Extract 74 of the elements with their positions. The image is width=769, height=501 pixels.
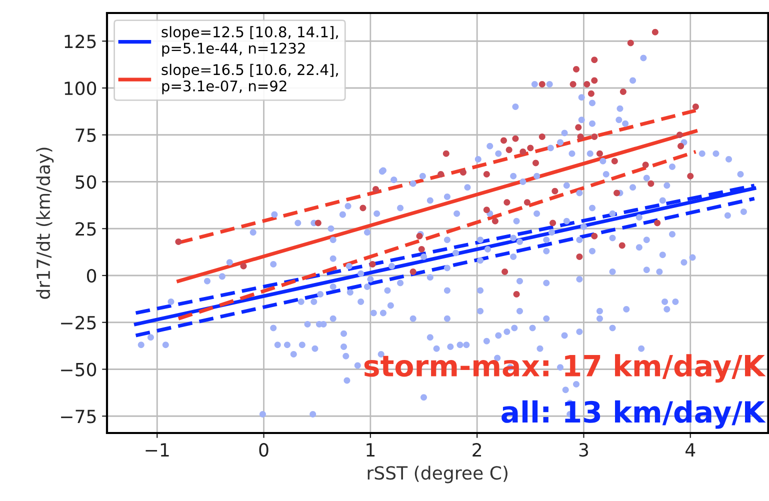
point xyxy=(642,162,649,168)
y-tick-label: 0 xyxy=(86,268,96,283)
point xyxy=(492,218,498,224)
point xyxy=(591,77,598,84)
annotation: storm-max: 17 km/day/K xyxy=(364,354,766,383)
point xyxy=(552,188,558,194)
point xyxy=(372,186,380,193)
legend-label: slope=12.5 [10.8, 14.1], p=5.1e-44, n=1232 xyxy=(162,26,338,57)
x-axis-title: rSST (degree C) xyxy=(368,466,508,484)
point xyxy=(512,135,519,142)
point xyxy=(678,142,684,150)
point xyxy=(175,238,182,246)
point xyxy=(240,262,247,270)
point xyxy=(532,160,539,166)
annotation: all: 13 km/day/K xyxy=(502,400,766,429)
point xyxy=(654,220,661,226)
point xyxy=(538,80,546,88)
x-tick-label: −1 xyxy=(146,443,169,456)
point xyxy=(570,80,576,88)
point xyxy=(652,28,658,36)
point xyxy=(618,242,626,249)
point xyxy=(538,133,546,140)
x-tick-label: 2 xyxy=(472,443,482,456)
y-tick-label: −25 xyxy=(61,316,96,330)
y-tick-label: −75 xyxy=(61,410,96,424)
point xyxy=(369,260,376,268)
y-tick-label: 75 xyxy=(76,128,96,142)
point xyxy=(504,199,510,206)
point xyxy=(687,172,694,180)
point xyxy=(483,206,490,214)
y-tick-label: 125 xyxy=(64,34,96,48)
x-tick-label: 0 xyxy=(259,443,268,457)
point xyxy=(550,220,556,226)
point xyxy=(614,190,620,196)
point xyxy=(676,132,683,138)
point xyxy=(513,290,520,298)
point xyxy=(596,150,603,157)
point xyxy=(588,90,594,97)
point xyxy=(483,170,490,178)
point xyxy=(577,133,584,140)
point xyxy=(692,103,699,110)
point xyxy=(360,204,366,212)
x-tick-label: 4 xyxy=(686,443,696,456)
legend-label: slope=16.5 [10.6, 22.4], p=3.1e-07, n=92 xyxy=(162,64,338,94)
point xyxy=(620,88,626,96)
point xyxy=(576,253,583,260)
x-tick-label: 3 xyxy=(579,443,588,457)
point xyxy=(591,133,598,140)
y-tick-label: 50 xyxy=(76,175,96,189)
point xyxy=(506,146,512,154)
point xyxy=(438,170,444,178)
point xyxy=(418,246,425,253)
point xyxy=(520,148,526,156)
y-tick-label: 100 xyxy=(64,81,96,96)
point xyxy=(410,268,416,276)
point xyxy=(648,180,654,187)
point xyxy=(502,268,508,276)
point xyxy=(460,169,466,176)
point xyxy=(314,220,322,226)
point xyxy=(442,150,450,157)
point xyxy=(524,199,530,206)
point xyxy=(591,56,598,64)
y-axis-title: dr17/dt (km/day) xyxy=(36,148,54,299)
x-tick-label: 1 xyxy=(366,443,374,456)
y-tick-label: 25 xyxy=(76,222,96,236)
point xyxy=(611,158,618,164)
point xyxy=(627,40,634,46)
y-tick-label: −50 xyxy=(61,362,96,376)
point xyxy=(584,80,590,88)
point xyxy=(575,124,582,131)
point xyxy=(500,137,507,144)
point xyxy=(527,144,534,152)
point xyxy=(573,66,580,73)
point xyxy=(591,232,598,240)
